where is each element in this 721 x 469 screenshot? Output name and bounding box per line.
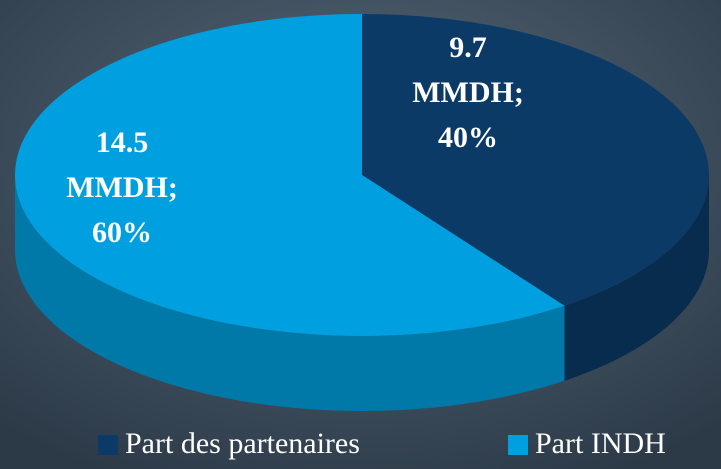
- legend-label: Part INDH: [535, 427, 666, 460]
- data-label-line: MMDH;: [66, 171, 178, 204]
- pie-side: [564, 175, 709, 381]
- data-label-line: 40%: [438, 121, 498, 154]
- data-label-line: 60%: [92, 216, 152, 249]
- pie-slice: [362, 14, 709, 306]
- data-label-line: 14.5: [96, 126, 149, 159]
- data-label: 14.5 MMDH; 60%: [66, 126, 178, 249]
- data-label: 9.7 MMDH; 40%: [412, 31, 524, 154]
- legend-swatch: [508, 435, 528, 455]
- data-label-line: 9.7: [449, 31, 487, 64]
- legend-swatch: [98, 435, 118, 455]
- data-label-line: MMDH;: [412, 76, 524, 109]
- legend-label: Part des partenaires: [125, 427, 360, 460]
- pie-side: [15, 175, 565, 411]
- pie-slice: [14, 14, 565, 336]
